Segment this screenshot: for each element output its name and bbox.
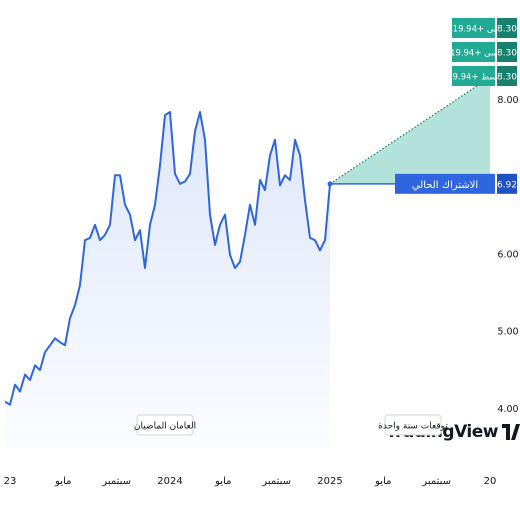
stat-text: متوسط +19.94% — [439, 73, 508, 83]
current-point — [327, 181, 333, 187]
stat-box — [452, 66, 495, 86]
current-label-box — [395, 173, 495, 194]
stat-value-box — [497, 18, 517, 38]
x-tick-label: مايو — [54, 476, 71, 487]
y-tick-label: 8.00 — [497, 95, 518, 106]
price-line — [4, 111, 331, 406]
stat-value-box — [497, 66, 517, 86]
stat-value-box — [497, 42, 517, 62]
stat-value: 8.30 — [497, 49, 517, 59]
annotation-box — [136, 414, 194, 436]
y-tick-label: 6.00 — [497, 249, 518, 260]
stat-value: 8.30 — [497, 73, 517, 83]
price-area — [5, 112, 330, 448]
annotation: توقعات سنة واحدة — [378, 422, 448, 432]
x-tick-label: 2024 — [157, 476, 182, 487]
current-label-text: الاشتراك الحالي — [412, 180, 478, 191]
annotation: العامان الماضيان — [134, 422, 196, 432]
stat-value: 8.30 — [497, 25, 517, 35]
stat-box — [452, 42, 495, 62]
current-value: 6.92 — [497, 180, 517, 190]
stat-box — [452, 18, 495, 38]
annotation-box — [384, 414, 442, 436]
x-tick-label: سبتمبر — [421, 476, 451, 487]
current-value-box — [497, 173, 517, 194]
y-tick-label: 4.00 — [497, 404, 518, 415]
x-tick-label: مايو — [214, 476, 231, 487]
y-tick-label: 5.00 — [497, 327, 518, 338]
x-tick-label: 20 — [484, 476, 497, 487]
x-tick-label: مايو — [374, 476, 391, 487]
stat-text: أقصى +19.94% — [442, 47, 505, 59]
stat-text: أدنى +19.94% — [445, 23, 503, 35]
forecast-line — [329, 76, 491, 185]
x-tick-label: 23 — [4, 476, 17, 487]
x-tick-label: سبتمبر — [101, 476, 131, 487]
logo-mark — [502, 424, 520, 440]
x-tick-label: 2025 — [317, 476, 342, 487]
x-tick-label: سبتمبر — [261, 476, 291, 487]
